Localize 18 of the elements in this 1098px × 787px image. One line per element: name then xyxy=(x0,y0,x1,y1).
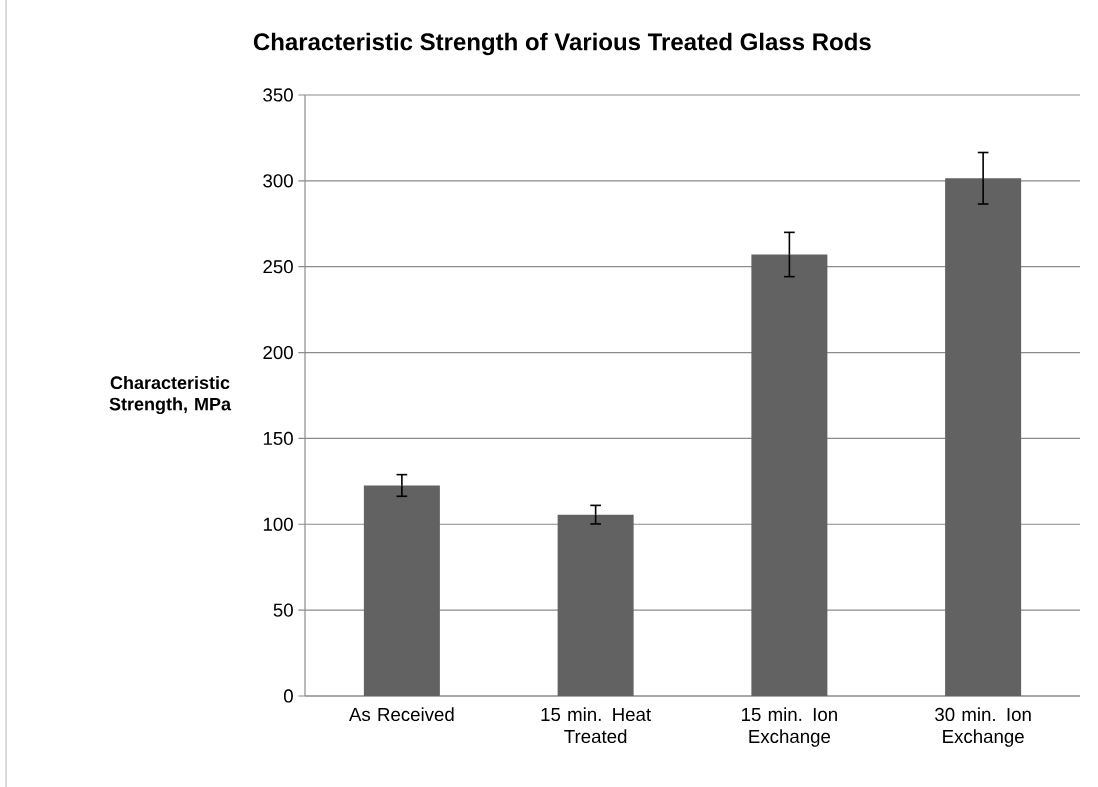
x-tick-label: 15 min. Heat Treated xyxy=(541,707,651,744)
x-tick-label: 30 min. Ion Exchange xyxy=(935,707,1031,747)
y-tick-label: 300 xyxy=(263,174,293,188)
chart-title: Characteristic Strength of Various Treated Glass Rods xyxy=(253,32,871,56)
bar xyxy=(557,514,634,696)
x-tick-label: 15 min. Ion Exchange xyxy=(742,707,837,747)
y-axis-title: Characteristic Strength, MPa xyxy=(109,375,232,415)
bar xyxy=(751,254,828,696)
y-tick-label: 250 xyxy=(263,260,293,274)
bar xyxy=(363,485,440,696)
y-tick-label: 200 xyxy=(263,345,293,360)
y-tick-label: 0 xyxy=(283,689,293,703)
x-tick-label: As Received xyxy=(349,707,454,722)
y-tick-label: 150 xyxy=(263,431,293,446)
bar xyxy=(945,178,1022,696)
y-tick-label: 50 xyxy=(273,603,293,617)
y-tick-label: 350 xyxy=(263,88,293,102)
y-tick-label: 100 xyxy=(263,517,293,531)
